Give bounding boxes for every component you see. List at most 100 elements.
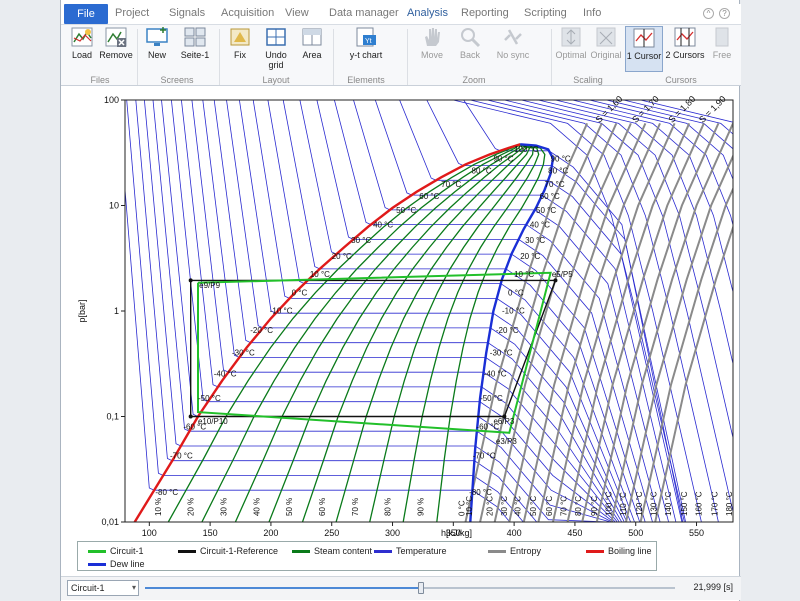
two-cursors-icon (674, 27, 696, 47)
group-files-label: Files (90, 75, 110, 85)
state-point-label: e3/P3 (496, 437, 517, 446)
fix-button[interactable]: Fix (225, 26, 255, 60)
steam-content-line (402, 143, 540, 522)
new-screen-button[interactable]: New (141, 26, 173, 60)
legend-swatch (88, 550, 106, 554)
ph-diagram-panel[interactable]: 100 150 200 250 300 350 400 450 500 550 0,01 0,1 1 10… (63, 90, 739, 574)
entropy-line (552, 122, 676, 522)
legend-entry: Temperature (374, 546, 447, 556)
one-cursor-button[interactable]: 1 Cursor (625, 26, 663, 72)
undo-grid-button[interactable]: Undo grid (257, 26, 295, 70)
menu-signals[interactable]: Signals (169, 7, 206, 19)
yt-chart-icon: Yt (356, 27, 376, 47)
temperature-line (453, 100, 685, 522)
menu-view[interactable]: View (285, 7, 309, 19)
temperature-label: 40 °C (373, 220, 393, 229)
unlink-icon (504, 29, 522, 45)
bottom-temperature-label: 110 °C (619, 492, 628, 516)
temperature-label: 30 °C (351, 236, 371, 245)
entropy-label: S = 1,60 (594, 94, 625, 125)
no-sync-button[interactable]: No sync (493, 26, 533, 60)
entropy-line (595, 122, 720, 522)
ph-diagram[interactable]: 100 150 200 250 300 350 400 450 500 5500,010,1110… (63, 90, 739, 540)
time-slider-thumb[interactable] (417, 582, 424, 594)
temperature-line (470, 100, 702, 522)
legend-swatch (88, 563, 106, 567)
free-cursor-button[interactable]: Free (707, 26, 737, 60)
entropy-line (610, 122, 733, 522)
circuit-1-line (197, 271, 552, 434)
temperature-label: 80 °C (548, 167, 568, 176)
temperature-label: 20 °C (520, 252, 540, 261)
state-point-label: e9/P9 (199, 281, 220, 290)
menu-scripting[interactable]: Scripting (524, 7, 567, 19)
zoom-back-icon (461, 28, 481, 48)
load-label: Load (71, 50, 93, 60)
move-button[interactable]: Move (415, 26, 449, 60)
steam-content-label: 70 % (351, 498, 360, 516)
yt-chart-label: y-t chart (349, 50, 383, 60)
x-tick-label: 200 (263, 528, 278, 538)
seite-selector-button[interactable]: Seite-1 (177, 26, 213, 60)
area-button[interactable]: Area (297, 26, 327, 60)
back-button[interactable]: Back (453, 26, 487, 60)
state-point-label: e6/P3 (493, 417, 514, 426)
x-tick-label: 250 (324, 528, 339, 538)
menu-acquisition[interactable]: Acquisition (221, 7, 275, 19)
menu-info[interactable]: Info (583, 7, 602, 19)
entropy-line (479, 122, 603, 522)
temperature-label: -40 °C (214, 369, 237, 378)
steam-content-line (301, 143, 527, 522)
temperature-label: 0 °C (292, 289, 308, 298)
optimal-button[interactable]: Optimal (553, 26, 589, 60)
menu-analysis[interactable]: Analysis (407, 7, 448, 19)
bottom-temperature-label: 10 °C (465, 496, 474, 516)
legend-swatch (374, 550, 392, 554)
yt-chart-button[interactable]: Yt y-t chart (343, 26, 389, 60)
entropy-line (522, 122, 647, 522)
bottom-temperature-label: 50 °C (529, 496, 538, 516)
undo-grid-label: Undo grid (265, 50, 287, 70)
legend-label: Circuit-1-Reference (200, 546, 279, 556)
menu-data-manager[interactable]: Data manager (329, 7, 399, 19)
y-tick-label: 0,01 (101, 517, 119, 527)
steam-content-line (369, 143, 534, 522)
temperature-line (152, 100, 611, 522)
two-cursors-button[interactable]: 2 Cursors (665, 26, 705, 60)
menu-project[interactable]: Project (115, 7, 150, 19)
time-slider[interactable] (145, 582, 675, 594)
temperature-label: -40 °C (484, 369, 507, 378)
temperature-line (374, 100, 677, 522)
hand-icon (425, 28, 440, 46)
status-bar: Circuit-1 ▾ 21,999 [s] (61, 576, 741, 600)
load-button[interactable]: Load (67, 26, 97, 60)
temperature-label: 10 °C (310, 270, 330, 279)
optimal-scale-icon (561, 27, 581, 47)
original-button[interactable]: Original (589, 26, 623, 60)
bottom-temperature-label: 90 °C (590, 496, 599, 516)
ribbon-collapse-icon[interactable]: ^ (703, 8, 714, 19)
group-layout-label: Layout (262, 75, 290, 85)
menu-file[interactable]: File (64, 4, 108, 24)
steam-content-label: 40 % (252, 498, 261, 516)
y-tick-label: 100 (104, 95, 119, 105)
svg-text:Yt: Yt (365, 38, 372, 45)
steam-content-line (167, 143, 521, 522)
plot-layer (125, 100, 733, 522)
circuit-select[interactable]: Circuit-1 ▾ (67, 580, 139, 596)
help-icon[interactable]: ? (719, 8, 730, 19)
legend-entry: Circuit-1-Reference (178, 546, 278, 556)
undo-grid-icon (266, 28, 286, 46)
temperature-line (135, 100, 609, 522)
menu-bar: File Project Signals Acquisition View Da… (61, 4, 741, 24)
legend-swatch (586, 550, 604, 554)
monitor-icon (146, 27, 168, 46)
temperature-label: 20 °C (332, 252, 352, 261)
fix-label: Fix (234, 50, 246, 60)
group-screens-label: Screens (160, 75, 194, 85)
menu-reporting[interactable]: Reporting (461, 7, 509, 19)
legend-entry: Dew line (88, 559, 145, 569)
x-tick-label: 550 (689, 528, 704, 538)
remove-button[interactable]: Remove (99, 26, 133, 60)
legend-label: Temperature (396, 546, 447, 556)
